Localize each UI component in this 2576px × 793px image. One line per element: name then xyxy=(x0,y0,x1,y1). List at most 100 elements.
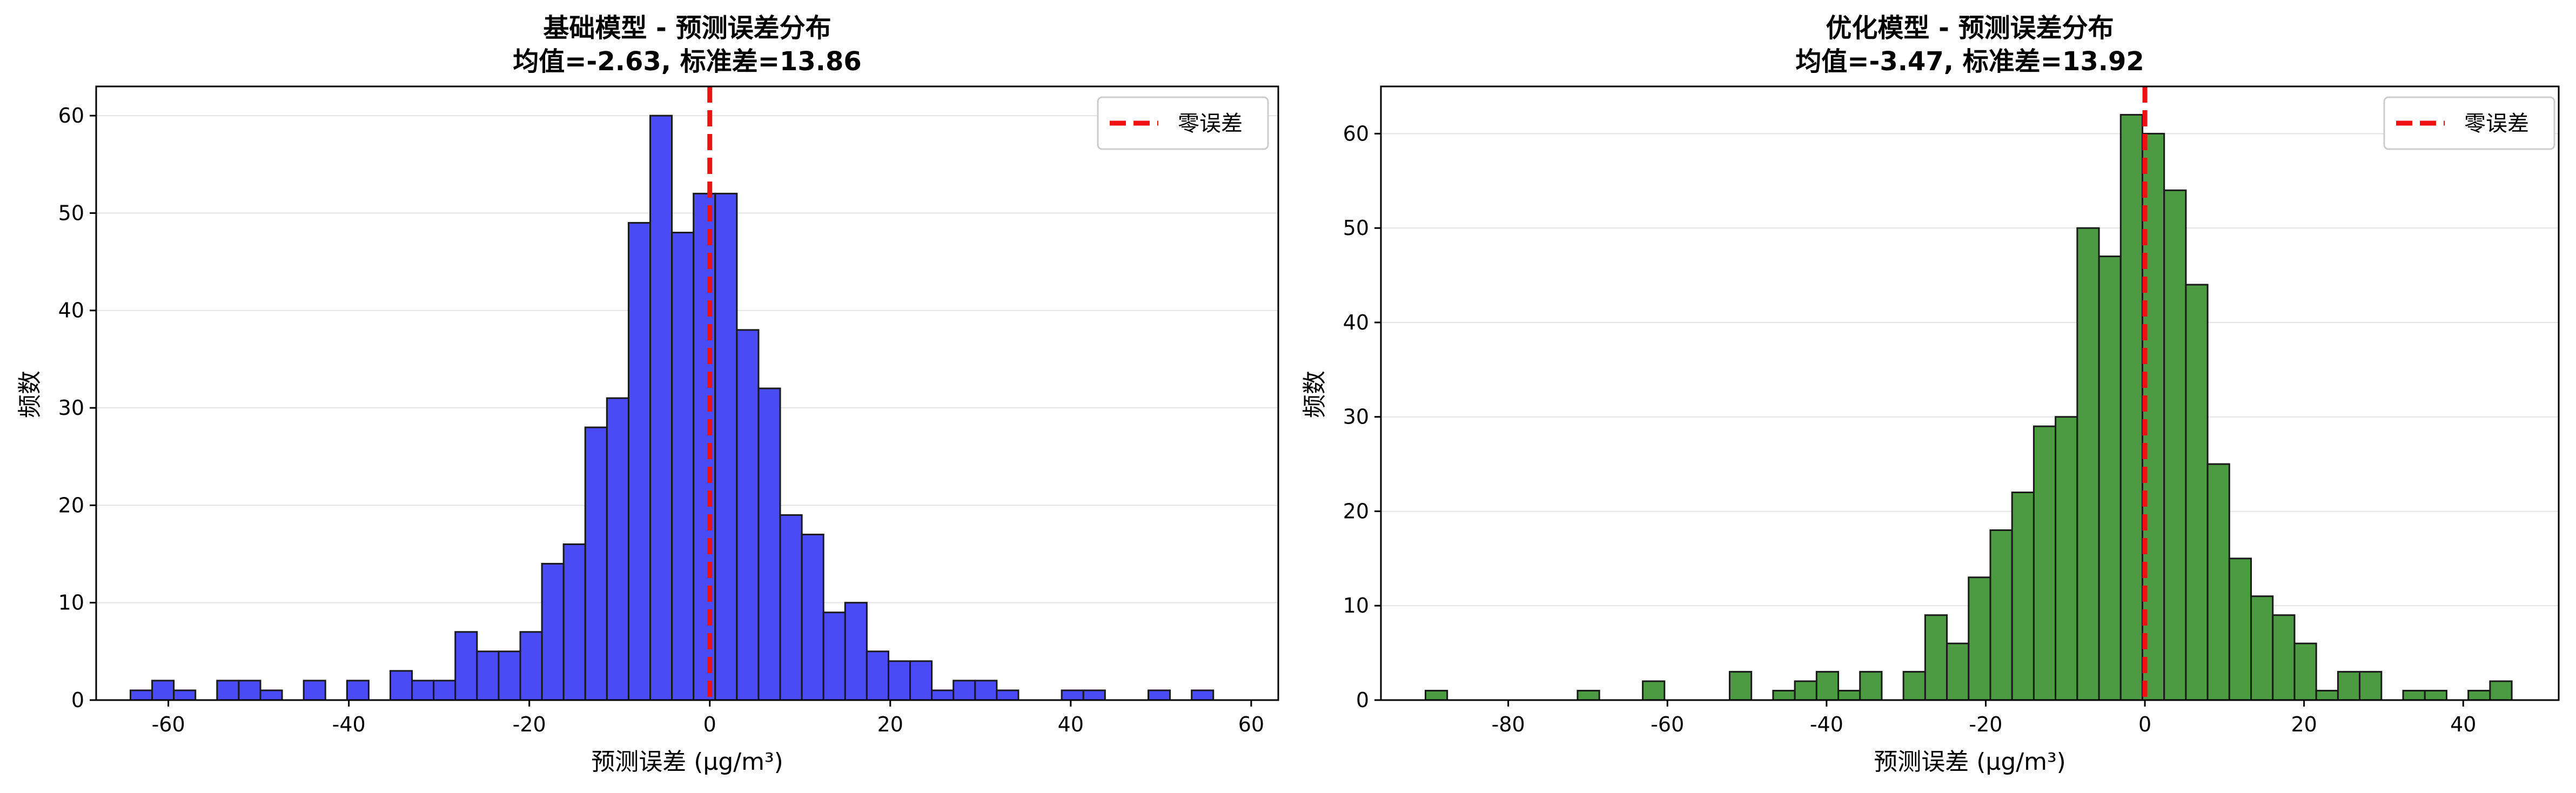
histogram-bar xyxy=(606,397,629,701)
histogram-bar xyxy=(2206,463,2230,701)
histogram-bar xyxy=(1082,689,1106,701)
histogram-bar xyxy=(433,680,457,701)
histogram-bar xyxy=(2359,671,2383,701)
plot-frame xyxy=(1380,85,2560,701)
histogram-bar xyxy=(2098,256,2122,701)
chart-title: 优化模型 - 预测误差分布 xyxy=(1826,13,2114,43)
x-tick-label: -80 xyxy=(1492,713,1525,736)
histogram-bar xyxy=(627,221,652,701)
histogram-bar xyxy=(2424,690,2447,701)
y-tick-label: 30 xyxy=(1343,405,1369,429)
chart-panel-optimized: 优化模型 - 预测误差分布 均值=-3.47, 标准差=13.92 -80 -60… xyxy=(1301,13,2560,776)
x-tick-label: -60 xyxy=(1651,713,1684,736)
histogram-bar xyxy=(519,631,543,701)
x-tick-label: 0 xyxy=(703,713,716,736)
y-axis-ticks: 0 10 20 30 40 50 60 xyxy=(1343,122,1381,712)
x-tick-label: -60 xyxy=(152,713,185,736)
histogram-bar xyxy=(1147,689,1171,701)
x-axis-ticks: -80 -60 -40 -20 0 20 40 xyxy=(1492,700,2476,736)
histogram-bar xyxy=(844,602,868,701)
histogram-bar xyxy=(2315,690,2339,701)
y-tick-label: 60 xyxy=(58,104,84,127)
y-tick-label: 10 xyxy=(58,591,84,615)
histogram-bar xyxy=(216,680,240,701)
legend: 零误差 xyxy=(2383,96,2555,150)
histogram-bar xyxy=(476,650,500,701)
histogram-bar xyxy=(1859,671,1883,701)
plot-frame xyxy=(95,85,1279,701)
x-axis-label: 预测误差 (μg/m³) xyxy=(591,748,783,776)
x-tick-label: -20 xyxy=(513,713,546,736)
y-axis-label: 频数 xyxy=(1301,371,1329,418)
histogram-bar xyxy=(1577,690,1600,701)
histogram-bar xyxy=(996,689,1019,701)
histogram-bar xyxy=(2337,671,2361,701)
histogram-bar xyxy=(498,650,521,701)
histogram-bar xyxy=(1968,576,1991,701)
histogram-bar xyxy=(887,660,911,701)
histogram-bar xyxy=(2467,690,2491,701)
histogram-bar xyxy=(801,533,824,701)
x-tick-label: 40 xyxy=(1058,713,1084,736)
histogram-bar xyxy=(1191,689,1215,701)
y-tick-label: 0 xyxy=(1356,688,1369,712)
histogram-bar xyxy=(952,680,976,701)
x-tick-label: -40 xyxy=(332,713,366,736)
histogram-bar xyxy=(671,231,695,701)
y-tick-label: 20 xyxy=(1343,499,1369,523)
histogram-bar xyxy=(714,192,738,701)
histogram-bar xyxy=(1815,671,1840,701)
histogram-bar xyxy=(866,650,889,701)
histogram-bar xyxy=(2076,227,2100,701)
x-tick-label: -20 xyxy=(1969,713,2002,736)
y-tick-label: 50 xyxy=(1343,216,1369,240)
histogram-bar xyxy=(1772,690,1796,701)
histogram-bar xyxy=(1424,690,1448,701)
y-axis-label: 频数 xyxy=(16,371,44,418)
y-tick-label: 40 xyxy=(1343,311,1369,334)
histogram-bar xyxy=(2402,690,2426,701)
chart-subtitle: 均值=-3.47, 标准差=13.92 xyxy=(1795,46,2144,77)
chart-panel-baseline: 基础模型 - 预测误差分布 均值=-2.63, 标准差=13.86 -60 -40… xyxy=(16,13,1279,776)
histogram-bar xyxy=(974,680,998,701)
histogram-bar xyxy=(238,680,261,701)
histogram-bar xyxy=(1946,642,1970,701)
x-tick-label: 20 xyxy=(2291,713,2317,736)
y-tick-label: 10 xyxy=(1343,594,1369,617)
x-axis-ticks: -60 -40 -20 0 20 40 60 xyxy=(152,700,1264,736)
histogram-bar xyxy=(1642,680,1666,701)
y-tick-label: 50 xyxy=(58,201,84,225)
histogram-bar xyxy=(1061,689,1084,701)
histogram-bar xyxy=(562,543,586,701)
x-tick-label: 0 xyxy=(2138,713,2151,736)
histogram-bar xyxy=(2293,642,2317,701)
histogram-bar xyxy=(1794,680,1817,701)
y-axis-ticks: 0 10 20 30 40 50 60 xyxy=(58,104,96,712)
histogram-bar xyxy=(411,680,435,701)
x-tick-label: 20 xyxy=(877,713,903,736)
histogram-bar xyxy=(736,329,760,701)
histogram-bar xyxy=(779,514,803,701)
legend-label: 零误差 xyxy=(1178,111,1243,136)
histogram-bar xyxy=(1728,671,1753,701)
histogram-bar xyxy=(129,689,153,701)
histogram-bar xyxy=(649,115,673,701)
histogram-bars xyxy=(1424,113,2513,701)
histogram-bar xyxy=(541,563,565,701)
histogram-bar xyxy=(2141,132,2165,701)
histogram-bar xyxy=(346,680,370,701)
legend-box xyxy=(1097,96,1269,150)
histogram-bar xyxy=(1902,671,1926,701)
chart-subtitle: 均值=-2.63, 标准差=13.86 xyxy=(513,46,862,77)
histogram-bar xyxy=(2489,680,2513,701)
histogram-bar xyxy=(2032,425,2057,701)
histogram-bar xyxy=(2185,284,2209,701)
histogram-bar xyxy=(584,426,608,701)
y-tick-label: 0 xyxy=(71,688,84,712)
x-tick-label: 60 xyxy=(1238,713,1264,736)
histogram-bar xyxy=(2119,113,2143,701)
y-tick-label: 40 xyxy=(58,299,84,322)
histogram-bar xyxy=(151,680,175,701)
histogram-bar xyxy=(173,689,197,701)
